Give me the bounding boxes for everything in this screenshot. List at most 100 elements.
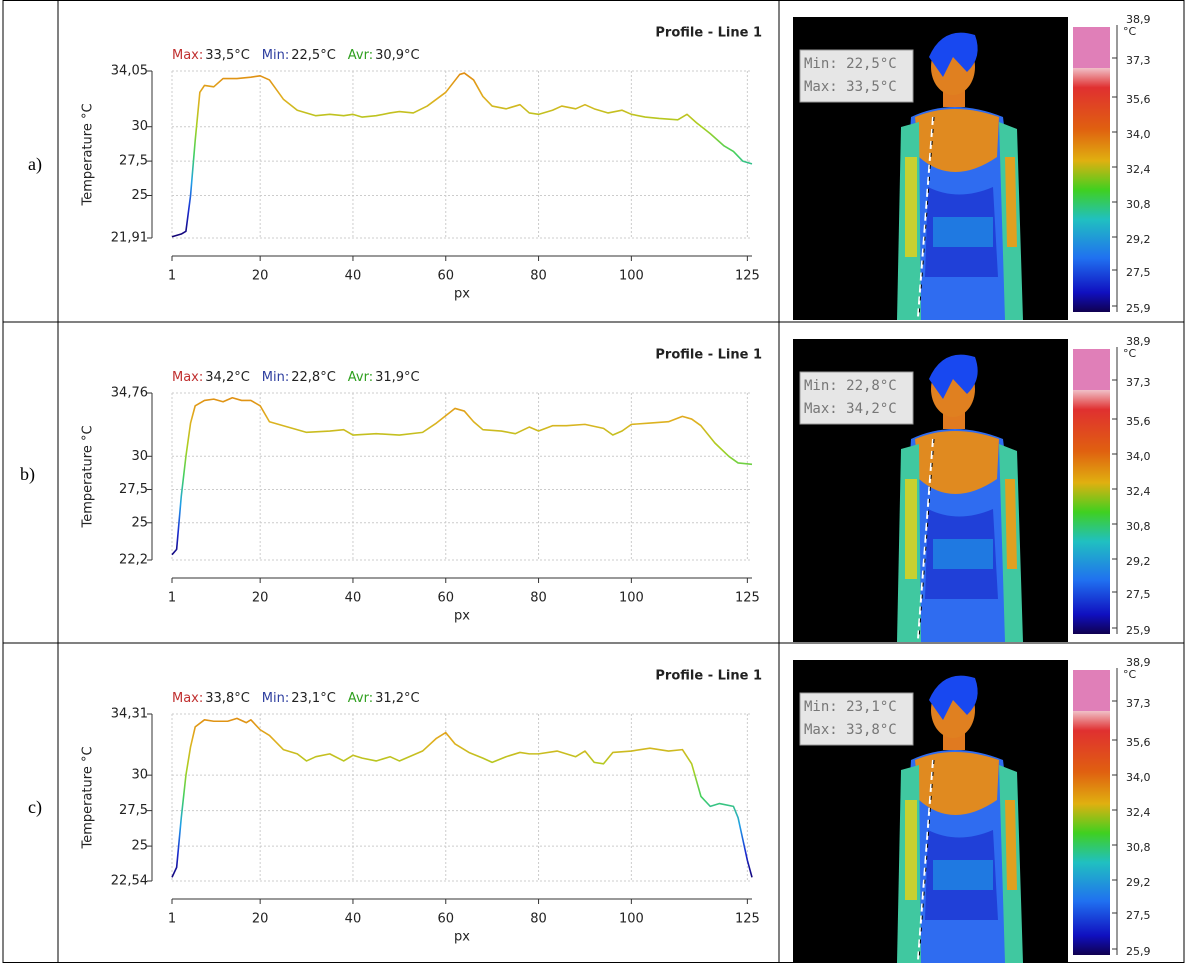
row-label-box: c): [28, 797, 42, 817]
x-tick-label: 100: [619, 591, 644, 606]
x-axis-label: px: [454, 287, 470, 302]
y-tick-label: 34,31: [111, 707, 148, 722]
x-tick-label: 1: [168, 912, 176, 927]
scale-label: °C: [1123, 668, 1137, 681]
y-tick-label: 22,54: [111, 874, 148, 889]
scale-label: °C: [1123, 347, 1137, 360]
x-tick-label: 80: [530, 269, 547, 284]
x-tick-label: 40: [345, 591, 362, 606]
y-tick-label: 25: [131, 515, 148, 530]
scale-label: 38,9: [1126, 656, 1151, 669]
stat-label: Max:: [172, 48, 203, 63]
stat-value: 23,1°C: [291, 691, 336, 706]
scale-label: 37,3: [1126, 376, 1151, 389]
scale-label: 27,5: [1126, 266, 1151, 279]
scale-label: 32,4: [1126, 485, 1151, 498]
stat-value: 22,8°C: [291, 370, 336, 385]
stat-value: 34,2°C: [205, 370, 250, 385]
y-tick-label: 27,5: [119, 154, 148, 169]
stat-value: 31,9°C: [375, 370, 420, 385]
profile-line: [171, 717, 753, 878]
chart-title: Profile - Line 1: [655, 348, 762, 363]
row-label: a): [28, 154, 42, 174]
scale-label: 25,9: [1126, 302, 1151, 315]
profile-line: [171, 72, 753, 238]
scale-label: 35,6: [1126, 415, 1151, 428]
stat-label: Min:: [262, 691, 289, 706]
scale-label: 29,2: [1126, 876, 1151, 889]
overlay-box: [799, 692, 914, 746]
x-tick-label: 80: [530, 912, 547, 927]
chart-title: Profile - Line 1: [655, 669, 762, 684]
scale-label: 34,0: [1126, 450, 1151, 463]
y-tick-label: 27,5: [119, 482, 148, 497]
scale-label: 35,6: [1126, 736, 1151, 749]
x-tick-label: 1: [168, 591, 176, 606]
y-tick-label: 27,5: [119, 803, 148, 818]
stat-label: Min:: [262, 370, 289, 385]
stats: Max: 33,8°C Min: 23,1°C Avr: 31,2°C: [172, 691, 420, 706]
overlay-text: Max: 34,2°C: [804, 401, 897, 417]
overlay-text: Min: 22,8°C: [804, 378, 897, 394]
scale-label: 38,9: [1126, 335, 1151, 348]
profile-line: [171, 396, 753, 556]
scale-label: 34,0: [1126, 128, 1151, 141]
y-tick-label: 25: [131, 188, 148, 203]
scale-label: 37,3: [1126, 54, 1151, 67]
x-tick-label: 20: [252, 912, 269, 927]
color-bar: [1073, 711, 1110, 955]
stats: Max: 33,5°C Min: 22,5°C Avr: 30,9°C: [172, 48, 420, 63]
stat-label: Min:: [262, 48, 289, 63]
x-tick-label: 125: [735, 912, 760, 927]
scale-label: 34,0: [1126, 771, 1151, 784]
x-tick-label: 40: [345, 269, 362, 284]
stat-value: 33,8°C: [205, 691, 250, 706]
y-tick-label: 30: [131, 449, 148, 464]
overlay-text: Min: 23,1°C: [804, 699, 897, 715]
overlay-box: [799, 371, 914, 425]
y-tick-label: 21,91: [111, 231, 148, 246]
overlay-text: Max: 33,5°C: [804, 79, 897, 95]
color-bar-pink: [1073, 670, 1110, 711]
x-tick-label: 125: [735, 269, 760, 284]
y-tick-label: 34,05: [111, 64, 148, 79]
overlay-text: Min: 22,5°C: [804, 56, 897, 72]
x-tick-label: 100: [619, 269, 644, 284]
x-axis-label: px: [454, 609, 470, 624]
scale-label: 25,9: [1126, 945, 1151, 958]
color-bar-pink: [1073, 27, 1110, 68]
scale-label: 27,5: [1126, 588, 1151, 601]
scale-label: 30,8: [1126, 520, 1151, 533]
stat-label: Max:: [172, 691, 203, 706]
stat-label: Max:: [172, 370, 203, 385]
x-tick-label: 100: [619, 912, 644, 927]
stats: Max: 34,2°C Min: 22,8°C Avr: 31,9°C: [172, 370, 420, 385]
scale-label: 38,9: [1126, 13, 1151, 26]
overlay-box: [799, 49, 914, 103]
x-tick-label: 80: [530, 591, 547, 606]
stat-value: 33,5°C: [205, 48, 250, 63]
scale-label: 32,4: [1126, 163, 1151, 176]
y-tick-label: 22,2: [119, 553, 148, 568]
y-tick-label: 30: [131, 768, 148, 783]
y-tick-label: 30: [131, 119, 148, 134]
scale-label: 27,5: [1126, 909, 1151, 922]
row-label: c): [28, 797, 42, 817]
scale-label: 29,2: [1126, 555, 1151, 568]
x-tick-label: 20: [252, 591, 269, 606]
stat-label: Avr:: [348, 370, 373, 385]
stat-value: 31,2°C: [375, 691, 420, 706]
y-tick-label: 25: [131, 839, 148, 854]
scale-label: 37,3: [1126, 697, 1151, 710]
scale-label: 30,8: [1126, 198, 1151, 211]
stat-value: 22,5°C: [291, 48, 336, 63]
x-tick-label: 20: [252, 269, 269, 284]
scale-label: 32,4: [1126, 806, 1151, 819]
stat-label: Avr:: [348, 48, 373, 63]
scale-label: 35,6: [1126, 93, 1151, 106]
color-bar-pink: [1073, 349, 1110, 390]
scale-label: °C: [1123, 25, 1137, 38]
x-tick-label: 125: [735, 591, 760, 606]
x-tick-label: 60: [437, 912, 454, 927]
